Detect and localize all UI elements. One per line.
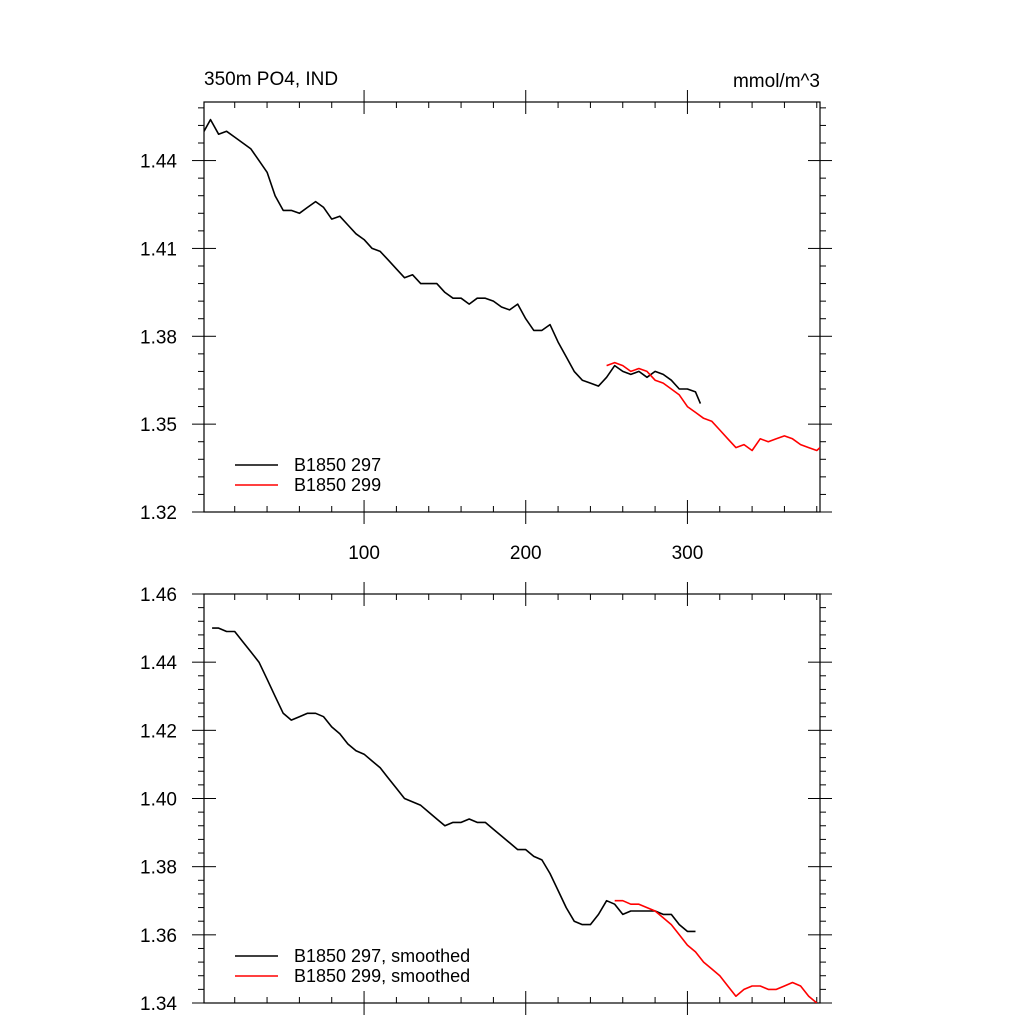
series-line-1 <box>204 118 702 404</box>
y-tick-label: 1.36 <box>140 926 177 947</box>
series-line-1 <box>212 627 696 933</box>
y-tick-label: 1.46 <box>140 585 177 606</box>
y-tick-label: 1.44 <box>140 653 177 674</box>
y-tick-label: 1.41 <box>140 239 177 260</box>
units-label: mmol/m^3 <box>733 71 820 92</box>
top-panel: 100 200 300 1.32 1.35 1.38 1.41 1.44 B1850 297B1… <box>140 90 832 564</box>
y-tick-label: 1.42 <box>140 721 177 742</box>
y-tick-label: 1.38 <box>140 858 177 879</box>
legend-label-1: B1850 297 <box>294 455 381 475</box>
legend-label-1: B1850 297, smoothed <box>294 946 470 966</box>
x-tick-label: 100 <box>348 543 380 564</box>
legend-label-2: B1850 299, smoothed <box>294 966 470 986</box>
series-line-2 <box>614 899 818 1003</box>
y-tick-label: 1.34 <box>140 994 177 1015</box>
chart-title: 350m PO4, IND <box>204 69 338 90</box>
bottom-panel: 1.34 1.36 1.38 1.40 1.42 1.44 1.46 B1850 297, s… <box>140 582 832 1015</box>
plot-frame <box>203 101 821 513</box>
y-tick-label: 1.44 <box>140 152 177 173</box>
y-tick-label: 1.32 <box>140 503 177 524</box>
x-tick-label: 300 <box>672 543 704 564</box>
legend-label-2: B1850 299 <box>294 475 381 495</box>
y-tick-label: 1.35 <box>140 415 177 436</box>
y-tick-label: 1.38 <box>140 327 177 348</box>
series-line-2 <box>606 361 820 452</box>
x-tick-label: 200 <box>510 543 542 564</box>
y-tick-label: 1.40 <box>140 790 177 811</box>
